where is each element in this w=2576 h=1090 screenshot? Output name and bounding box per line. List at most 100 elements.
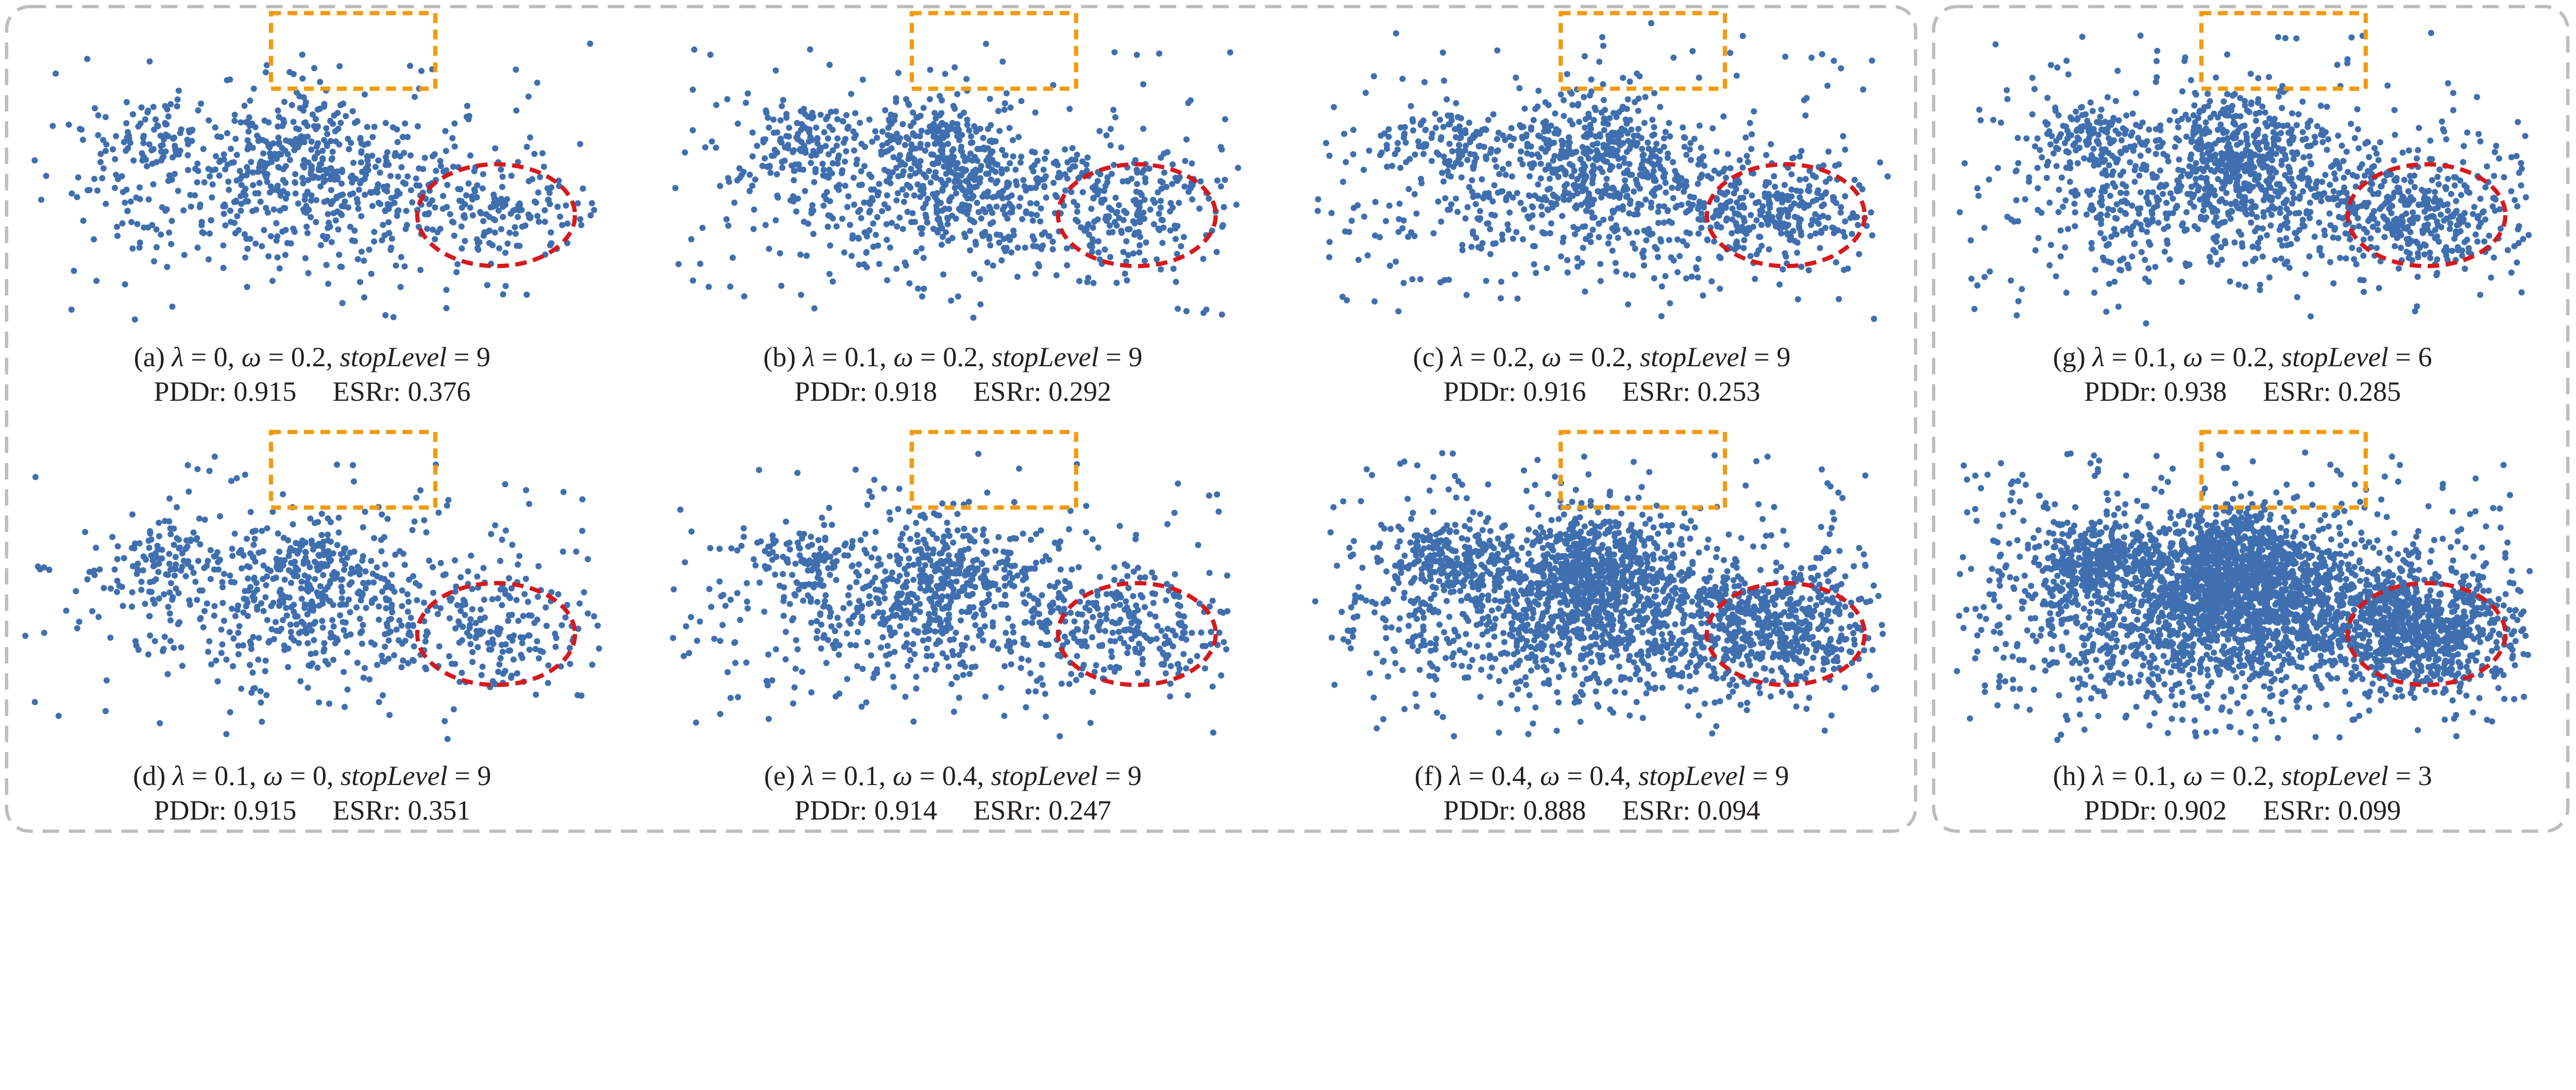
scatter-point <box>777 135 784 142</box>
scatter-point <box>512 224 518 231</box>
scatter-point <box>1817 245 1823 251</box>
scatter-point <box>369 152 376 159</box>
scatter-point <box>826 61 833 69</box>
scatter-point <box>1678 201 1685 208</box>
scatter-point <box>1018 98 1025 105</box>
scatter-point <box>2057 253 2064 260</box>
caption-part: (g) <box>2053 342 2093 372</box>
scatter-point <box>1695 216 1702 223</box>
scatter-point <box>985 170 992 177</box>
scatter-point <box>1708 278 1715 285</box>
scatter-point <box>1626 78 1633 85</box>
scatter-point <box>1448 117 1455 124</box>
scatter-point <box>1572 204 1579 211</box>
scatter-point <box>148 147 155 154</box>
scatter-point <box>382 154 389 160</box>
scatter-point <box>384 188 391 195</box>
scatter-point <box>999 195 1006 201</box>
scatter-point <box>1592 107 1599 113</box>
scatter-point <box>977 146 984 152</box>
scatter-point <box>439 193 447 199</box>
scatter-point <box>856 182 863 189</box>
scatter-point <box>332 128 338 134</box>
scatter-point <box>261 117 268 124</box>
scatter-point <box>1680 124 1686 131</box>
scatter-point <box>238 119 244 126</box>
scatter-point <box>1090 195 1097 201</box>
scatter-point <box>333 462 341 468</box>
scatter-point <box>535 563 542 570</box>
scatter-point <box>1669 184 1675 191</box>
scatter-point <box>317 242 324 249</box>
scatter-point <box>212 153 219 160</box>
scatter-point <box>1757 212 1764 218</box>
scatter-point <box>985 189 991 195</box>
scatter-point <box>825 212 832 219</box>
scatter-point <box>465 180 472 187</box>
scatter-point <box>923 174 929 181</box>
scatter-point <box>2039 154 2045 161</box>
scatter-point <box>1634 211 1641 217</box>
scatter-point <box>469 606 476 612</box>
scatter-point <box>319 147 326 154</box>
scatter-point <box>295 200 301 207</box>
scatter-point <box>2235 281 2242 288</box>
scatter-point <box>145 196 152 203</box>
scatter-point <box>2153 58 2160 64</box>
scatter-point <box>834 135 841 142</box>
scatter-point <box>110 146 116 152</box>
scatter-point <box>2201 185 2208 193</box>
scatter-point <box>978 215 985 222</box>
scatter-point <box>2477 195 2484 202</box>
scatter-point <box>1130 250 1137 257</box>
scatter-point <box>1463 292 1470 298</box>
scatter-point <box>1625 301 1632 308</box>
scatter-point <box>401 149 408 156</box>
scatter-point <box>1454 147 1461 155</box>
scatter-point <box>1585 155 1592 162</box>
scatter-point <box>749 153 756 160</box>
scatter-point <box>2131 241 2138 247</box>
scatter-point <box>2231 91 2238 97</box>
scatter-point <box>563 202 569 209</box>
scatter-point <box>1043 194 1049 201</box>
scatter-point <box>824 223 831 230</box>
scatter-point <box>1735 178 1742 185</box>
scatter-point <box>985 160 992 167</box>
scatter-point <box>1504 221 1511 228</box>
scatter-point <box>1593 147 1600 154</box>
scatter-point <box>358 178 365 184</box>
scatter-point <box>531 198 538 205</box>
scatter-point <box>1722 205 1729 211</box>
scatter-point <box>1974 185 1981 192</box>
scatter-point <box>1016 203 1023 210</box>
scatter-point <box>859 76 866 83</box>
scatter-point <box>2432 234 2438 242</box>
scatter-point <box>977 301 984 308</box>
scatter-point <box>955 293 961 300</box>
scatter-point <box>1442 195 1449 201</box>
scatter-point <box>1819 51 1825 58</box>
scatter-point <box>2156 184 2163 191</box>
scatter-point <box>1852 214 1858 220</box>
scatter-point <box>1621 170 1628 177</box>
scatter-point <box>1470 163 1478 169</box>
scatter-point <box>2201 201 2208 208</box>
scatter-point <box>1630 272 1636 279</box>
scatter-point <box>1683 182 1690 189</box>
scatter-point <box>770 129 777 136</box>
scatter-point <box>943 171 950 177</box>
scatter-point <box>783 111 790 117</box>
scatter-point <box>1724 199 1731 206</box>
scatter-point <box>379 237 385 244</box>
highlight-rect <box>2199 11 2368 91</box>
scatter-point <box>2086 140 2092 146</box>
scatter-point <box>171 134 178 141</box>
scatter-point <box>977 276 984 282</box>
scatter-point <box>1511 135 1517 142</box>
scatter-point <box>557 213 564 220</box>
scatter-point <box>372 163 379 171</box>
scatter-point <box>2023 135 2030 142</box>
scatter-point <box>1161 169 1167 176</box>
